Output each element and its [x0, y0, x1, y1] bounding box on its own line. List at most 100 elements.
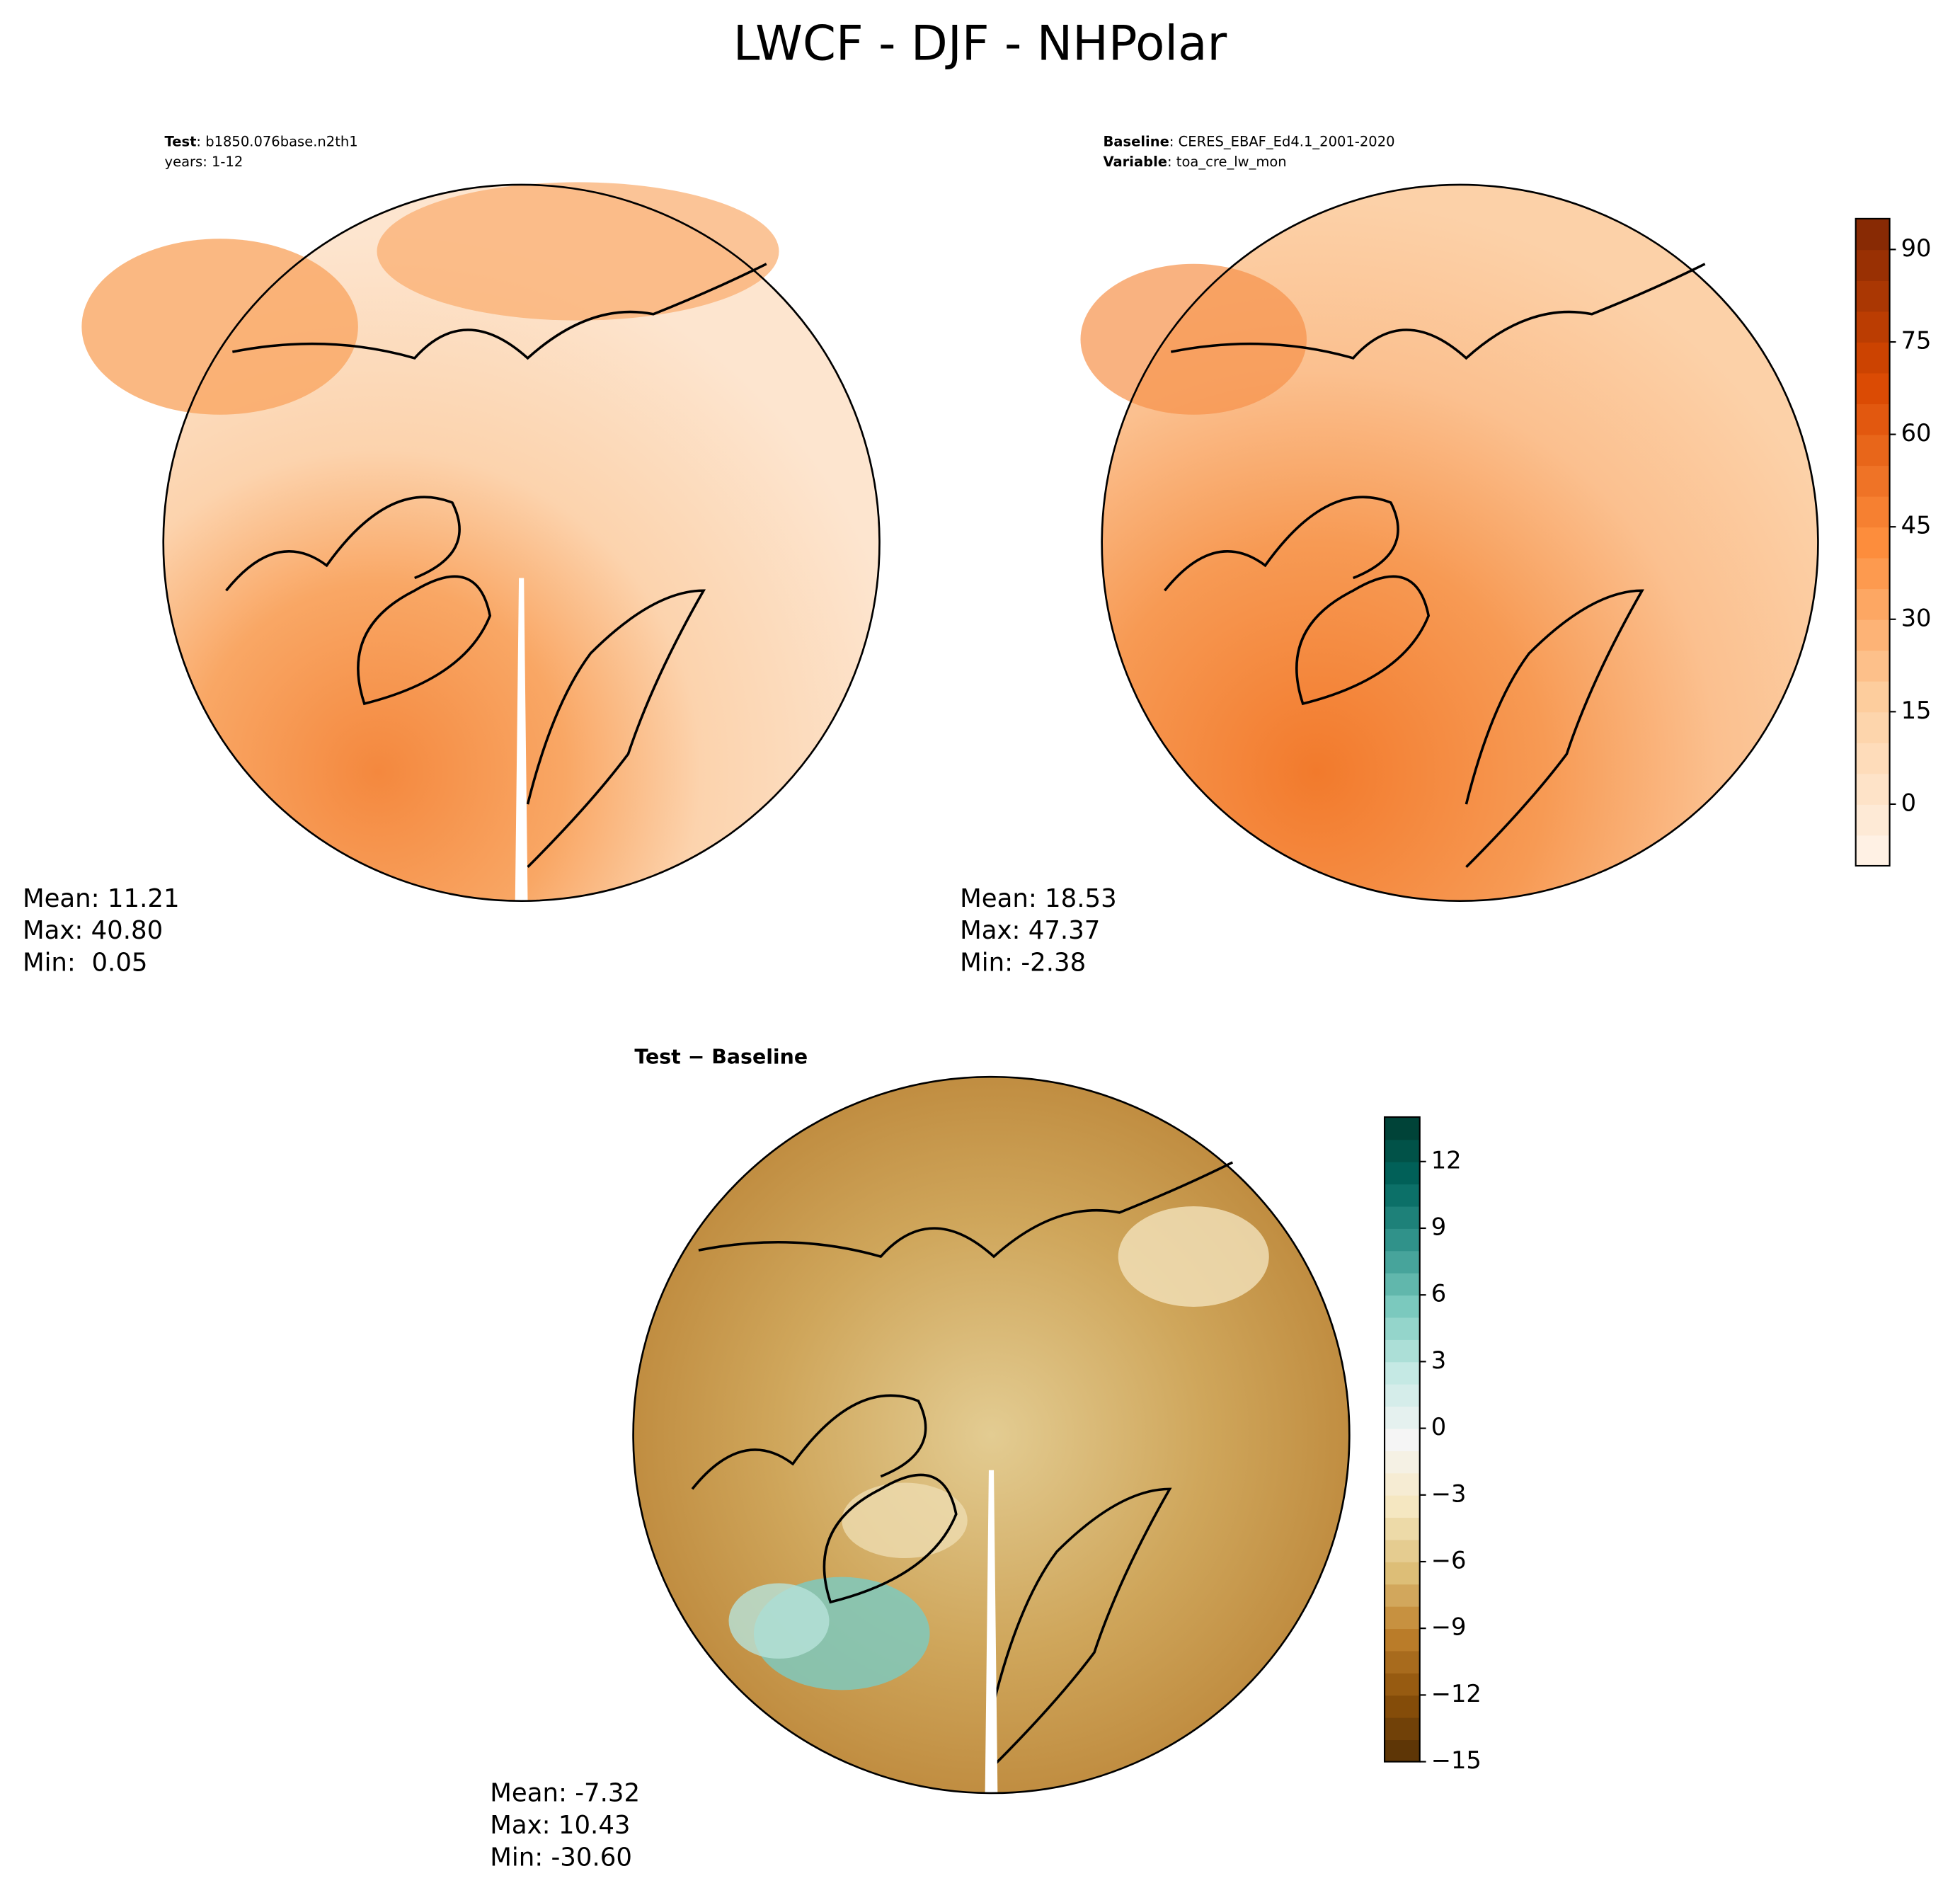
colorbar-tick-label: −12 [1431, 1680, 1482, 1707]
colorbar-band [1385, 1383, 1420, 1407]
colorbar-tick-label: 60 [1901, 419, 1932, 447]
colorbar-tick-label: −6 [1431, 1546, 1467, 1574]
header-key: Variable [1103, 154, 1167, 170]
colorbar-tick-label: 15 [1901, 697, 1932, 724]
colorbar-band [1385, 1161, 1420, 1185]
colorbar-band [1855, 434, 1890, 467]
coastline [526, 589, 706, 869]
header-key: Baseline [1103, 133, 1169, 149]
colorbar-band [1385, 1517, 1420, 1540]
colorbar-band [1385, 1428, 1420, 1451]
missing-data [515, 578, 528, 901]
colorbar-tick-label: 90 [1901, 234, 1932, 262]
stat-line: Max: 10.43 [490, 1811, 630, 1840]
colorbar-tick-label: 6 [1431, 1280, 1446, 1308]
colorbar-band [1385, 1272, 1420, 1296]
colorbar-tick-label: 0 [1901, 789, 1916, 816]
colorbar-band [1855, 372, 1890, 404]
colorbar-tick-label: −3 [1431, 1480, 1467, 1507]
colorbar-tick-label: 75 [1901, 327, 1932, 355]
header-key: Test [165, 133, 197, 149]
colorbar-band [1385, 1739, 1420, 1763]
colorbar-band [1385, 1494, 1420, 1518]
colorbar-band [1385, 1606, 1420, 1630]
coastline [698, 1161, 1234, 1259]
colorbar-band [1385, 1339, 1420, 1363]
header-value: : b1850.076base.n2th1 [196, 133, 357, 149]
colorbar-band [1385, 1206, 1420, 1229]
colorbar-band [1385, 1295, 1420, 1318]
colorbar-band [1855, 342, 1890, 374]
panel-header: Test − Baseline [634, 1046, 808, 1069]
map-boundary [1101, 183, 1819, 903]
colorbar-band [1855, 280, 1890, 312]
colorbar-band [1385, 1561, 1420, 1585]
colorbar-band [1855, 249, 1890, 281]
colorbar-band [1385, 1472, 1420, 1496]
coastline [357, 575, 492, 706]
stat-line: Min: -2.38 [960, 948, 1086, 977]
colorbar-band [1855, 835, 1890, 866]
baseline-map [1080, 183, 1819, 903]
colorbar-band [1385, 1584, 1420, 1607]
stat-line: Mean: 18.53 [960, 884, 1117, 913]
colorbar-band [1385, 1317, 1420, 1340]
colorbar-tick-label: 12 [1431, 1146, 1462, 1174]
map-field [377, 182, 779, 321]
coastline [1295, 575, 1431, 706]
header-value: years: 1-12 [165, 154, 243, 170]
colorbar-band [1855, 527, 1890, 559]
colorbar-band [1385, 1361, 1420, 1385]
map-boundary [632, 1075, 1351, 1795]
colorbar-band [1855, 742, 1890, 774]
test-map [81, 182, 881, 903]
map-field [1118, 1206, 1269, 1308]
difference-map [632, 1075, 1351, 1795]
panel-header: years: 1-12 [165, 154, 243, 170]
colorbar-band [1855, 711, 1890, 743]
colorbar-band [1855, 680, 1890, 713]
figure-title: LWCF - DJF - NHPolar [733, 15, 1227, 71]
colorbar-tick-label: −9 [1431, 1613, 1467, 1641]
panel-header: Test: b1850.076base.n2th1 [165, 133, 358, 149]
missing-data [985, 1470, 998, 1793]
coastline [992, 1487, 1172, 1767]
colorbar-band [1855, 465, 1890, 497]
colorbar-tick-label: 3 [1431, 1346, 1446, 1374]
colorbar-band [1385, 1650, 1420, 1674]
colorbar-tick-label: 45 [1901, 512, 1932, 539]
colorbar-band [1855, 311, 1890, 343]
stat-line: Mean: 11.21 [23, 884, 180, 913]
stat-line: Min: -30.60 [490, 1843, 632, 1872]
coastline [1164, 496, 1399, 592]
colorbar-band [1385, 1184, 1420, 1207]
colorbar-frame [1383, 1116, 1421, 1763]
colorbar-band [1385, 1628, 1420, 1652]
colorbar-band [1855, 650, 1890, 682]
colorbar-band [1385, 1406, 1420, 1429]
colorbar-band [1855, 588, 1890, 620]
colorbar-band [1385, 1117, 1420, 1140]
colorbar-band [1385, 1717, 1420, 1741]
map-field [81, 239, 358, 415]
colorbar-tick-label: 0 [1431, 1413, 1446, 1441]
map-field [728, 1583, 830, 1659]
colorbar-band [1385, 1228, 1420, 1252]
map-field [1080, 263, 1307, 415]
coastline [225, 496, 461, 592]
coastline [232, 263, 767, 360]
colorbar: 0 15 30 45 60 75 90 [1855, 217, 1932, 867]
colorbar-band [1385, 1450, 1420, 1474]
colorbar-band [1385, 1539, 1420, 1562]
stat-line: Max: 47.37 [960, 916, 1100, 945]
colorbar-band [1855, 496, 1890, 528]
colorbar-tick-label: 9 [1431, 1213, 1446, 1241]
colorbar-band [1385, 1139, 1420, 1162]
colorbar-band [1855, 218, 1890, 251]
header-value: : toa_cre_lw_mon [1167, 154, 1287, 170]
coastline [691, 1394, 927, 1490]
stat-line: Max: 40.80 [23, 916, 163, 945]
colorbar-band [1855, 619, 1890, 651]
